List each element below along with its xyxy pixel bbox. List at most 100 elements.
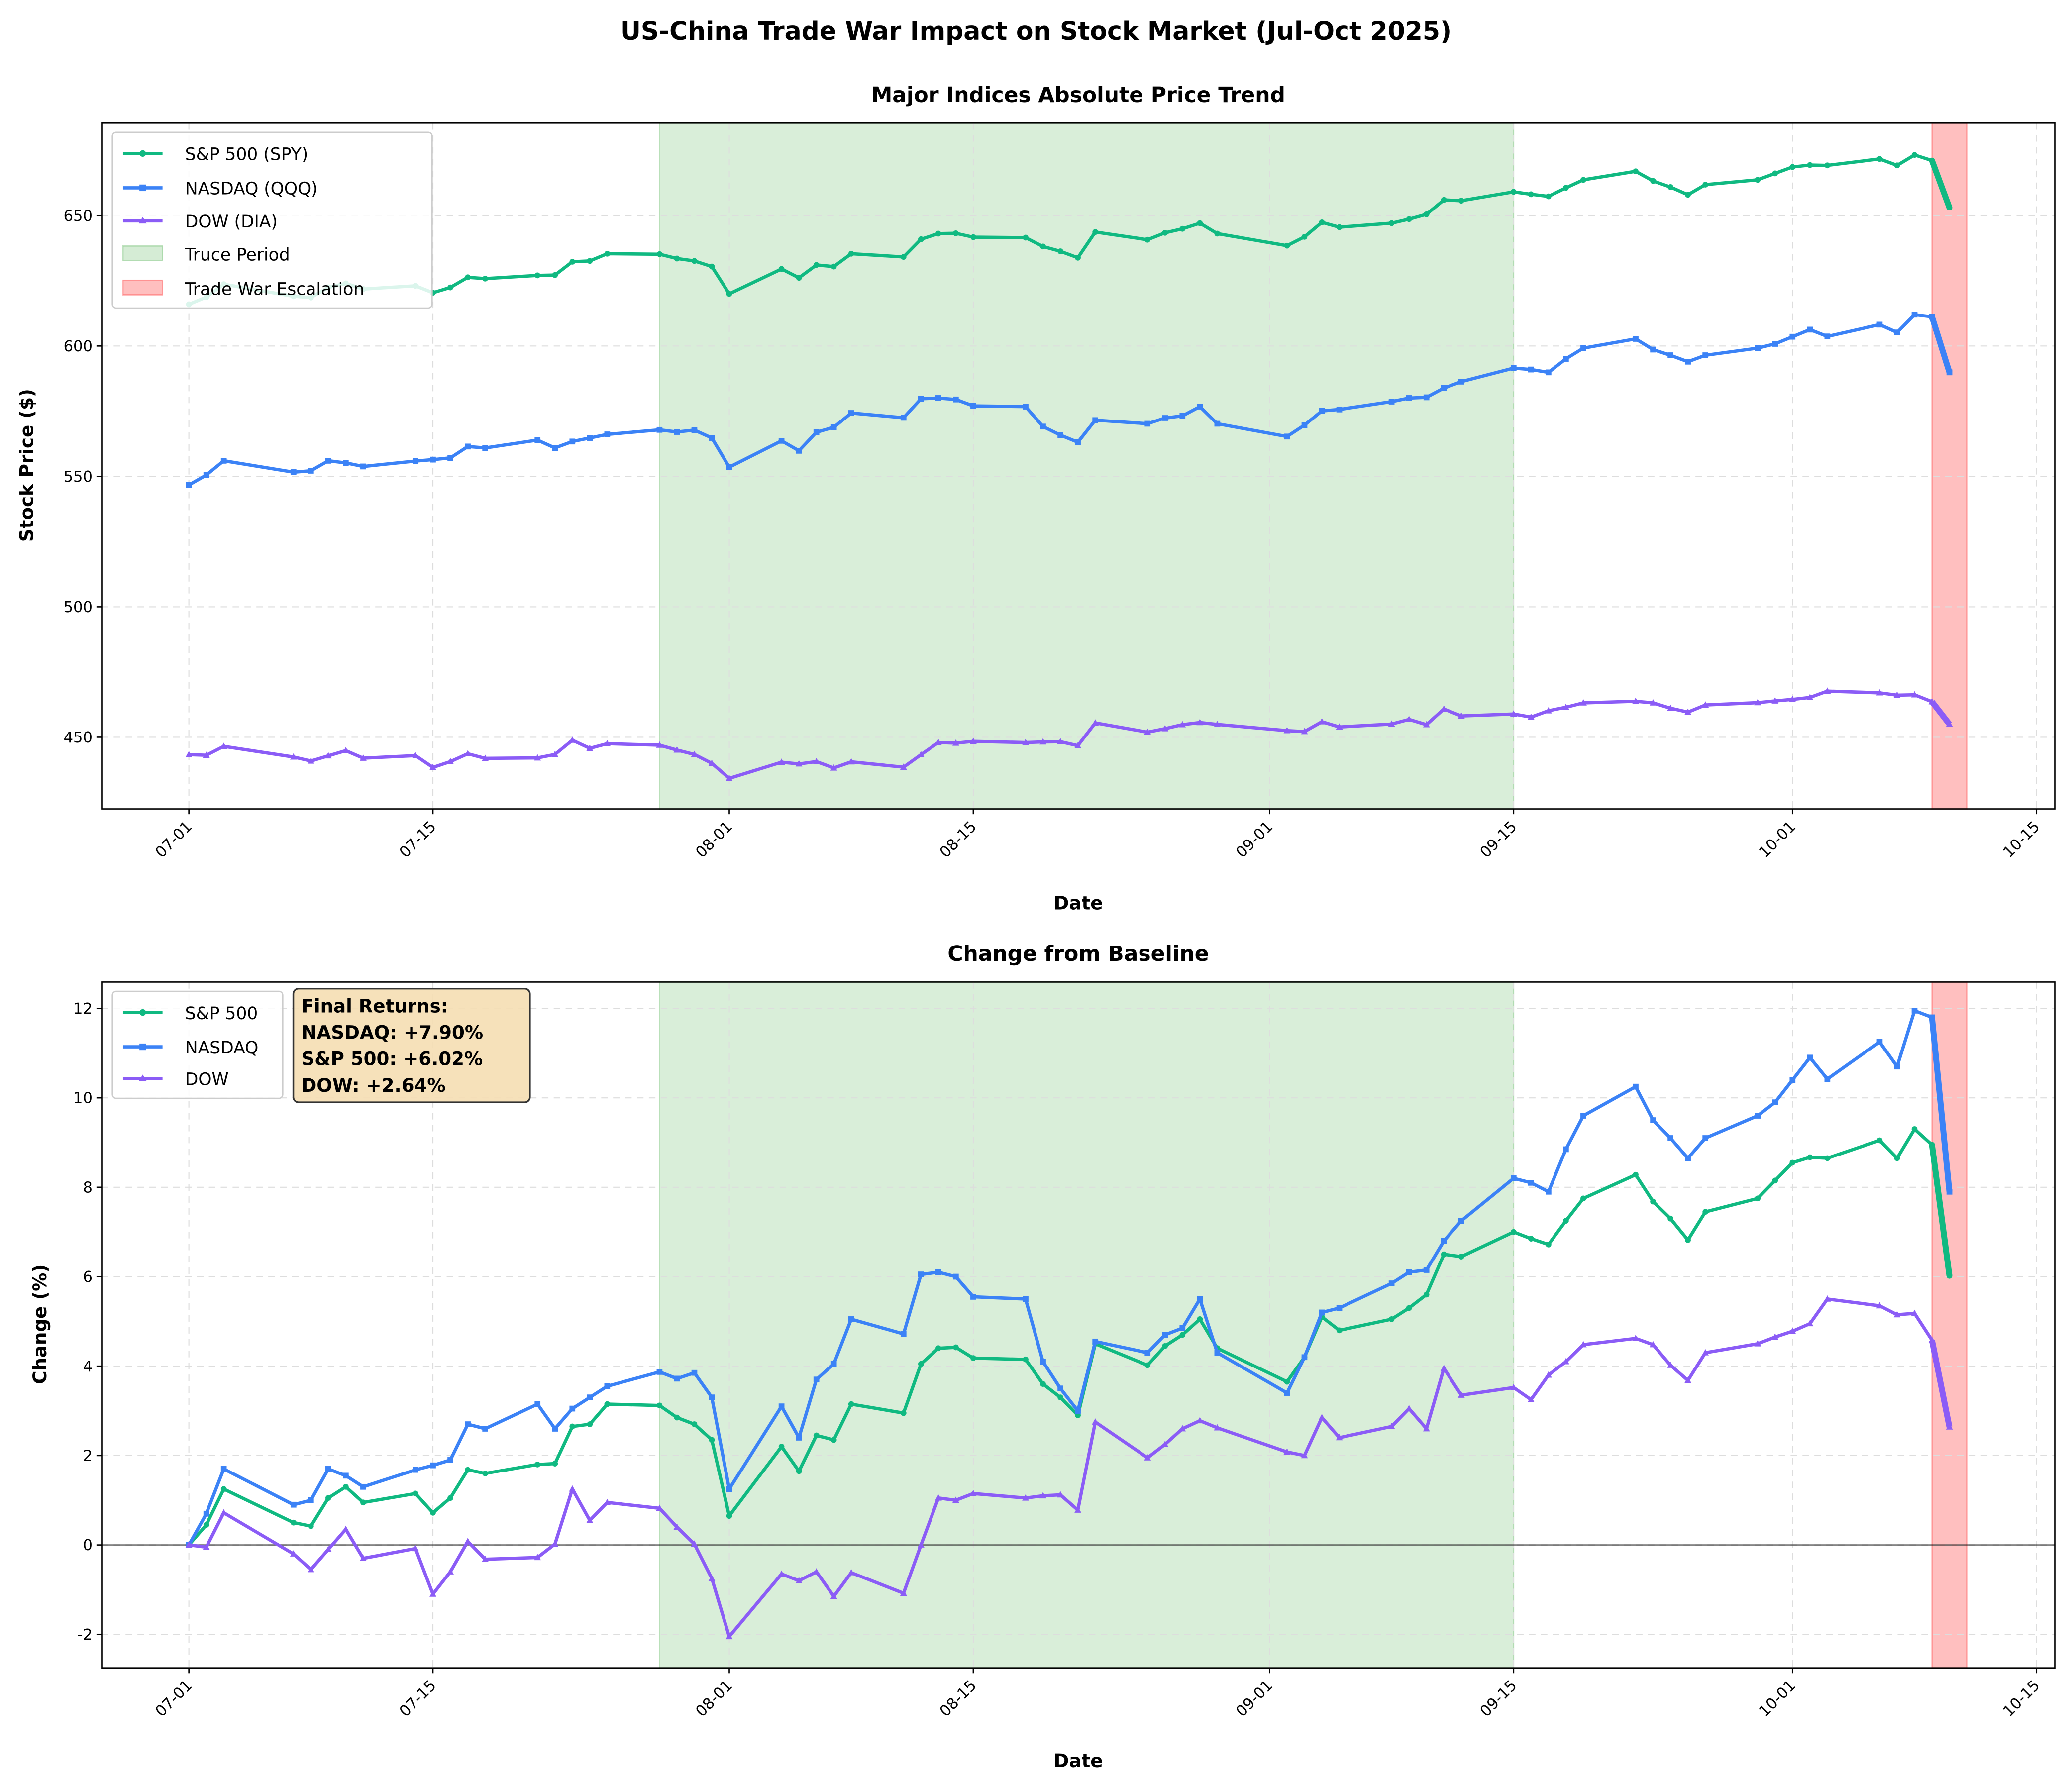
change-qqq-point xyxy=(1894,1063,1900,1070)
change-spy-point xyxy=(290,1519,297,1526)
price-dia-point xyxy=(412,751,419,758)
change-dia-point xyxy=(813,1568,820,1575)
price-spy-point xyxy=(1423,211,1430,217)
price-dia-point xyxy=(1318,718,1326,725)
price-dia-point xyxy=(1057,738,1064,744)
change-spy-point xyxy=(1441,1251,1447,1258)
change-dia-point xyxy=(290,1550,297,1557)
price-spy-point xyxy=(604,250,611,257)
change-spy-point xyxy=(935,1345,941,1352)
price-spy-point xyxy=(1023,234,1029,241)
final-return-spy: S&P 500: +6.02% xyxy=(301,1048,483,1070)
change-dia-point xyxy=(586,1516,594,1523)
price-dia-point xyxy=(342,746,349,753)
price-spy-point xyxy=(691,258,698,264)
change-qqq-point xyxy=(482,1426,488,1432)
change-spy-point xyxy=(203,1522,209,1528)
price-qqq-point xyxy=(709,435,715,441)
legend-truce-swatch xyxy=(122,245,163,261)
price-qqq-point xyxy=(1755,345,1761,351)
change-qqq-point xyxy=(709,1394,715,1400)
change-spy-point xyxy=(413,1490,418,1497)
price-qqq-point xyxy=(1040,423,1046,430)
price-dia-point xyxy=(586,744,594,751)
change-dia-point xyxy=(917,1541,925,1548)
change-dia-point xyxy=(1562,1358,1569,1365)
price-qqq-point xyxy=(1023,404,1029,410)
y-tick-label: -2 xyxy=(77,1626,92,1644)
change-dia-point xyxy=(1928,1336,1936,1343)
change-dia-point xyxy=(1876,1302,1883,1309)
change-spy-point xyxy=(1876,1137,1883,1144)
change-dia-point xyxy=(1893,1311,1901,1318)
change-spy-point xyxy=(953,1344,959,1351)
escalation-span xyxy=(1931,122,1968,810)
change-spy-point xyxy=(1685,1237,1691,1243)
price-dia-point xyxy=(569,736,576,743)
y-tick-label: 4 xyxy=(83,1358,92,1375)
change-spy-point xyxy=(1807,1154,1813,1160)
price-spy-point xyxy=(1546,193,1552,200)
change-spy-point xyxy=(918,1361,924,1367)
price-dia-point xyxy=(429,763,436,770)
change-qqq-point xyxy=(1319,1309,1325,1316)
price-qqq-point xyxy=(325,458,331,464)
price-qqq-point xyxy=(1929,314,1935,320)
change-spy-point xyxy=(308,1523,314,1529)
change-spy-point xyxy=(569,1423,576,1430)
price-qqq-point xyxy=(482,445,488,451)
change-dia-point xyxy=(1440,1365,1448,1371)
y-tick-label: 8 xyxy=(83,1179,92,1196)
change-qqq-point xyxy=(1580,1113,1586,1119)
price-dia-point xyxy=(1824,687,1831,694)
change-spy-point xyxy=(587,1421,593,1427)
change-dia-point xyxy=(1946,1423,1953,1430)
change-qqq-point xyxy=(691,1369,698,1376)
change-qqq-point xyxy=(848,1316,854,1322)
change-spy-point xyxy=(1144,1362,1151,1368)
truce-period-span xyxy=(659,122,1515,810)
price-qqq-point xyxy=(447,455,453,461)
price-qqq-point xyxy=(1894,329,1900,335)
price-qqq-point xyxy=(796,448,802,454)
price-qqq-point xyxy=(203,472,209,478)
price-qqq-point xyxy=(674,429,680,435)
price-dia-point xyxy=(203,751,210,758)
change-spy-point xyxy=(1336,1327,1343,1334)
x-tick-label: 08-15 xyxy=(936,1677,980,1720)
change-dia-point xyxy=(1527,1396,1535,1402)
change-qqq-point xyxy=(1284,1390,1290,1396)
price-spy-point xyxy=(1650,178,1656,184)
price-dia-point xyxy=(691,750,698,757)
change-qqq-point xyxy=(569,1405,576,1412)
y-tick-label: 0 xyxy=(83,1537,92,1554)
price-dia-point xyxy=(307,757,314,764)
y-tick-label: 2 xyxy=(83,1448,92,1465)
price-dia-point xyxy=(1196,719,1204,726)
change-qqq-point xyxy=(935,1269,941,1275)
price-qqq-point xyxy=(290,469,297,475)
change-qqq-point xyxy=(413,1467,418,1473)
change-qqq-point xyxy=(1772,1099,1778,1105)
axes-frame xyxy=(101,122,2056,810)
x-tick-label: 09-01 xyxy=(1233,1677,1276,1720)
change-dia-point xyxy=(569,1485,576,1492)
price-qqq-point xyxy=(1824,333,1831,339)
change-dia-point xyxy=(412,1545,419,1552)
change-qqq-point xyxy=(1144,1350,1151,1356)
change-dia-point xyxy=(1318,1414,1326,1420)
legend-escalation-swatch xyxy=(122,279,163,296)
price-dia-point xyxy=(1144,728,1151,735)
price-chart: 450 500 550 600 650 07-01 07-15 08-01 08-15 09-01… xyxy=(64,122,2056,861)
change-legend: S&P 500 NASDAQ DOW xyxy=(111,990,284,1099)
price-spy-point xyxy=(1040,243,1046,250)
change-dia-escalation-line xyxy=(1929,1339,1953,1428)
price-qqq-point xyxy=(1685,359,1691,365)
price-spy-point xyxy=(1824,162,1831,169)
change-spy-point xyxy=(1388,1316,1395,1322)
change-qqq-point xyxy=(1685,1155,1691,1161)
price-spy-point xyxy=(970,234,976,240)
price-dia-point xyxy=(934,738,942,745)
change-qqq-point xyxy=(1563,1146,1569,1153)
change-qqq-point xyxy=(1702,1135,1708,1141)
